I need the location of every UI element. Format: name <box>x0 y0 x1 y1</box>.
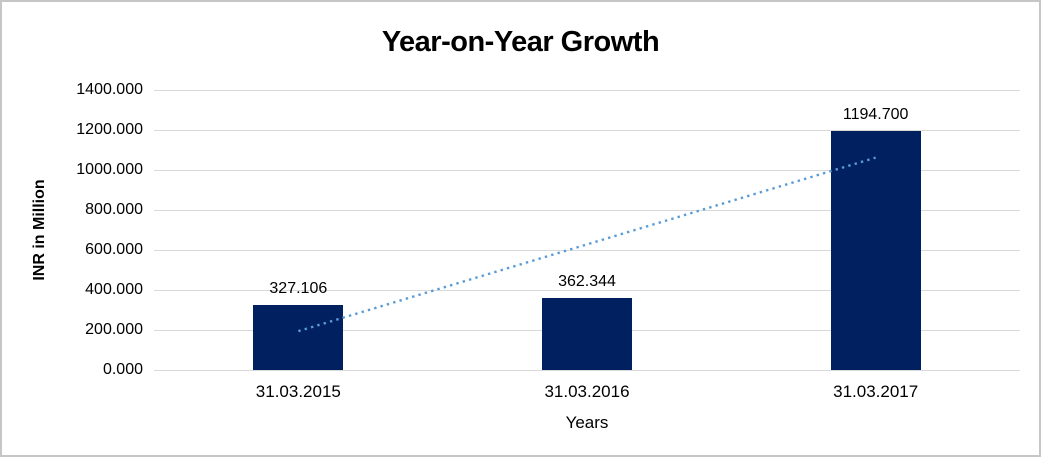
gridline <box>154 130 1020 131</box>
x-tick-label: 31.03.2015 <box>255 382 341 401</box>
chart-title: Year-on-Year Growth <box>381 26 660 58</box>
bar <box>830 131 921 370</box>
y-tick-label: 1400.000 <box>76 81 143 98</box>
x-tick-label: 31.03.2017 <box>833 382 919 401</box>
y-tick-label: 800.000 <box>85 201 143 218</box>
bar-data-label: 1194.700 <box>842 106 909 124</box>
y-axis-title: INR in Million <box>31 179 48 281</box>
x-tick-label: 31.03.2016 <box>544 382 630 401</box>
bar <box>542 297 632 370</box>
bar-data-label: 362.344 <box>558 272 616 290</box>
y-tick-label: 1200.000 <box>76 121 143 138</box>
y-tick-label: 600.000 <box>85 241 143 258</box>
y-tick-label: 400.000 <box>85 281 143 298</box>
gridline <box>154 370 1020 371</box>
bar <box>253 304 344 370</box>
y-tick-label: 200.000 <box>85 321 143 338</box>
x-axis-title: Years <box>565 413 609 432</box>
y-tick-label: 0.000 <box>102 361 143 378</box>
gridline <box>154 90 1020 91</box>
plot-area <box>154 90 1020 371</box>
bar-data-label: 327.106 <box>269 279 328 297</box>
y-tick-label: 1000.000 <box>76 161 143 178</box>
